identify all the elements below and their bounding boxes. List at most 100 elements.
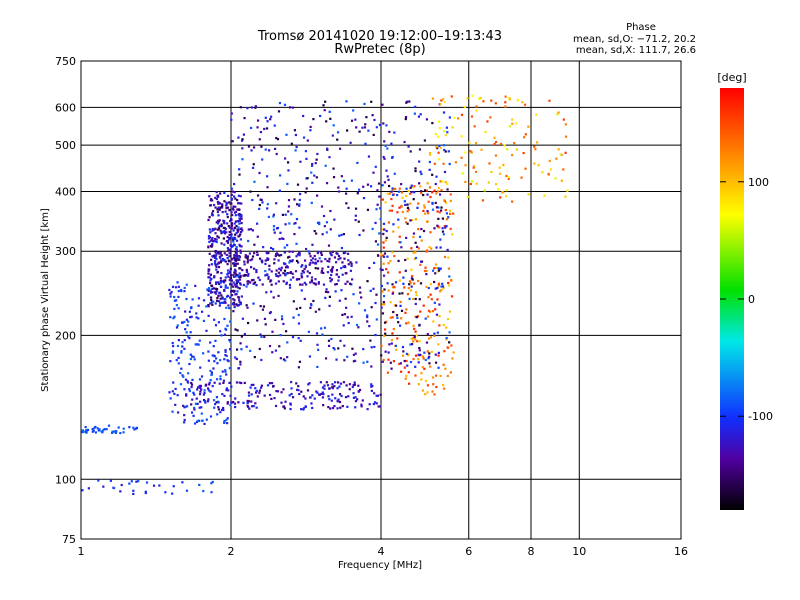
data-point (446, 248, 449, 252)
data-point (228, 381, 231, 384)
data-point (383, 140, 386, 143)
data-point (419, 310, 422, 313)
data-point (211, 480, 214, 484)
data-point (387, 351, 390, 354)
data-point (425, 269, 428, 273)
data-point (211, 291, 214, 294)
data-point (209, 273, 212, 277)
data-point (302, 114, 305, 118)
data-point (190, 315, 193, 318)
data-point (225, 354, 228, 358)
data-point (406, 257, 409, 260)
data-point (250, 126, 253, 130)
data-point (205, 383, 208, 386)
data-point (253, 355, 256, 359)
data-point (177, 362, 180, 365)
data-point (342, 252, 345, 255)
data-point (180, 321, 184, 324)
data-point (479, 96, 482, 100)
data-point (247, 239, 250, 243)
data-point (435, 192, 438, 195)
data-point (328, 387, 331, 390)
data-point (294, 270, 298, 273)
data-point (404, 258, 407, 262)
data-point (427, 309, 431, 312)
data-point (221, 258, 225, 261)
data-point (223, 252, 226, 255)
data-point (248, 407, 251, 410)
data-point (222, 226, 225, 230)
data-point (218, 224, 221, 228)
data-point (275, 274, 278, 277)
data-point (279, 269, 283, 272)
data-point (548, 159, 551, 163)
data-point (439, 103, 442, 106)
data-point (317, 348, 320, 351)
data-point (380, 344, 383, 347)
data-point (105, 428, 108, 431)
data-point (97, 479, 100, 482)
data-point (414, 251, 417, 254)
data-point (240, 217, 243, 220)
data-point (132, 426, 135, 429)
data-point (543, 194, 546, 197)
data-point (315, 176, 318, 179)
data-point (217, 236, 220, 239)
data-point (439, 238, 442, 241)
data-point (382, 295, 386, 298)
data-point (228, 338, 231, 342)
data-point (302, 271, 306, 274)
data-point (348, 282, 352, 285)
data-point (300, 265, 303, 268)
data-point (318, 222, 321, 226)
data-point (197, 304, 200, 307)
data-point (225, 306, 228, 309)
data-point (294, 133, 297, 137)
data-point (428, 153, 432, 156)
data-point (216, 413, 219, 416)
data-point (256, 126, 259, 129)
data-point (228, 255, 231, 258)
data-point (358, 130, 361, 133)
data-point (450, 279, 453, 282)
data-point (425, 249, 429, 252)
data-point (239, 342, 242, 345)
data-point (295, 145, 298, 149)
data-point (207, 269, 210, 273)
data-point (424, 317, 427, 320)
data-point (386, 371, 389, 374)
data-point (198, 393, 202, 396)
x-tick-label: 1 (78, 545, 85, 558)
data-point (287, 169, 290, 172)
data-point (329, 228, 332, 231)
data-point (194, 343, 197, 346)
data-point (226, 222, 229, 225)
data-point (171, 390, 174, 393)
data-point (233, 269, 237, 272)
data-point (238, 243, 241, 246)
data-point (280, 315, 284, 318)
data-point (412, 198, 415, 201)
data-point (180, 350, 183, 353)
data-point (400, 317, 403, 320)
data-point (443, 199, 446, 202)
data-point (277, 110, 281, 113)
data-point (397, 218, 400, 221)
data-point (277, 280, 280, 283)
data-point (426, 384, 430, 387)
data-point (179, 371, 182, 375)
data-point (336, 387, 339, 390)
data-point (327, 406, 330, 409)
data-point (231, 140, 234, 143)
data-point (327, 344, 331, 348)
data-point (295, 278, 298, 281)
data-point (293, 198, 296, 201)
data-point (437, 354, 440, 357)
data-point (338, 234, 341, 237)
data-point (251, 166, 255, 169)
data-point (207, 234, 211, 238)
data-point (345, 384, 348, 387)
data-point (310, 304, 313, 307)
data-point (416, 315, 420, 318)
data-point (107, 424, 111, 427)
